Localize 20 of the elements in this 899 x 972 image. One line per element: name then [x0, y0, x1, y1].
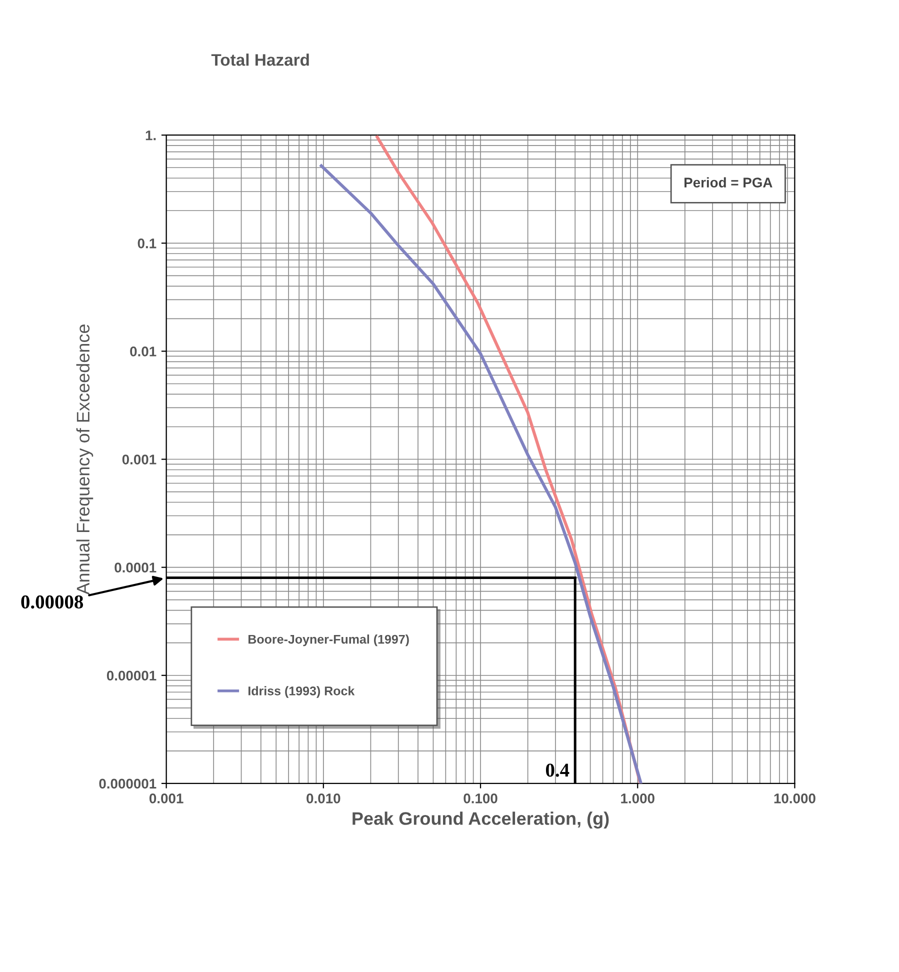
chart-title: Total Hazard — [211, 54, 309, 66]
x-tick-label: 0.010 — [306, 794, 340, 804]
y-tick-label: 0.01 — [130, 346, 156, 356]
ref-line-label: 0.00008 — [21, 595, 84, 609]
x-tick-label: 10.000 — [774, 794, 816, 804]
y-tick-label: 0.00001 — [106, 670, 156, 681]
annotation: Period = PGA — [684, 177, 772, 188]
y-tick-label: 0.000001 — [99, 778, 156, 789]
legend-label: Boore-Joyner-Fumal (1997) — [248, 634, 409, 646]
y-tick-label: 0.001 — [122, 454, 156, 464]
y-tick-label: 0.1 — [138, 238, 156, 248]
x-tick-label: 0.100 — [464, 794, 498, 804]
x-tick-label: 0.001 — [149, 794, 184, 804]
y-tick-label: 0.0001 — [114, 562, 156, 572]
legend-label: Idriss (1993) Rock — [248, 686, 355, 698]
x-axis-title: Peak Ground Acceleration, (g) — [352, 812, 609, 829]
x-tick-label: 1.000 — [621, 794, 654, 804]
y-axis-title: Annual Frequency of Exceedence — [76, 324, 94, 595]
y-tick-label: 1. — [146, 130, 156, 140]
ref-line-label: 0.4 — [546, 764, 570, 777]
